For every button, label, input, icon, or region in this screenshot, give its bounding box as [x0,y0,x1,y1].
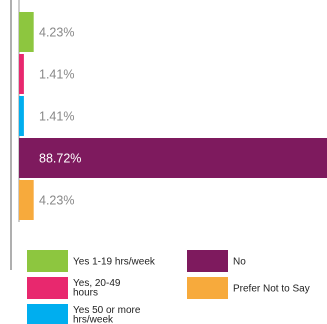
legend-swatch-3 [187,250,228,272]
legend-label-1-line-1: hours [73,288,98,299]
legend-label-1-line-0: Yes, 20-49 [73,278,121,289]
bar-value-label-2: 1.41% [39,110,74,124]
legend-swatch-2 [27,304,68,324]
bar-2[interactable] [19,96,24,136]
bar-value-label-4: 4.23% [39,194,74,208]
bar-group: 4.23% 1.41% 1.41% 88.72% 4.23% [19,12,327,220]
legend-label-2-line-1: hrs/week [73,315,114,324]
legend-label-3: No [233,257,246,268]
legend-label-4: Prefer Not to Say [233,284,310,295]
bar-1[interactable] [19,54,24,94]
bar-value-label-3: 88.72% [39,152,81,166]
bar-0[interactable] [19,12,34,52]
bar-4[interactable] [19,180,34,220]
legend-swatch-4 [187,277,228,299]
legend-swatch-1 [27,277,68,299]
bar-value-label-1: 1.41% [39,68,74,82]
legend-label-2-line-0: Yes 50 or more [73,305,141,316]
bar-3[interactable] [19,138,327,178]
bar-value-label-0: 4.23% [39,26,74,40]
legend-label-0: Yes 1-19 hrs/week [73,257,156,268]
legend-swatch-0 [27,250,68,272]
